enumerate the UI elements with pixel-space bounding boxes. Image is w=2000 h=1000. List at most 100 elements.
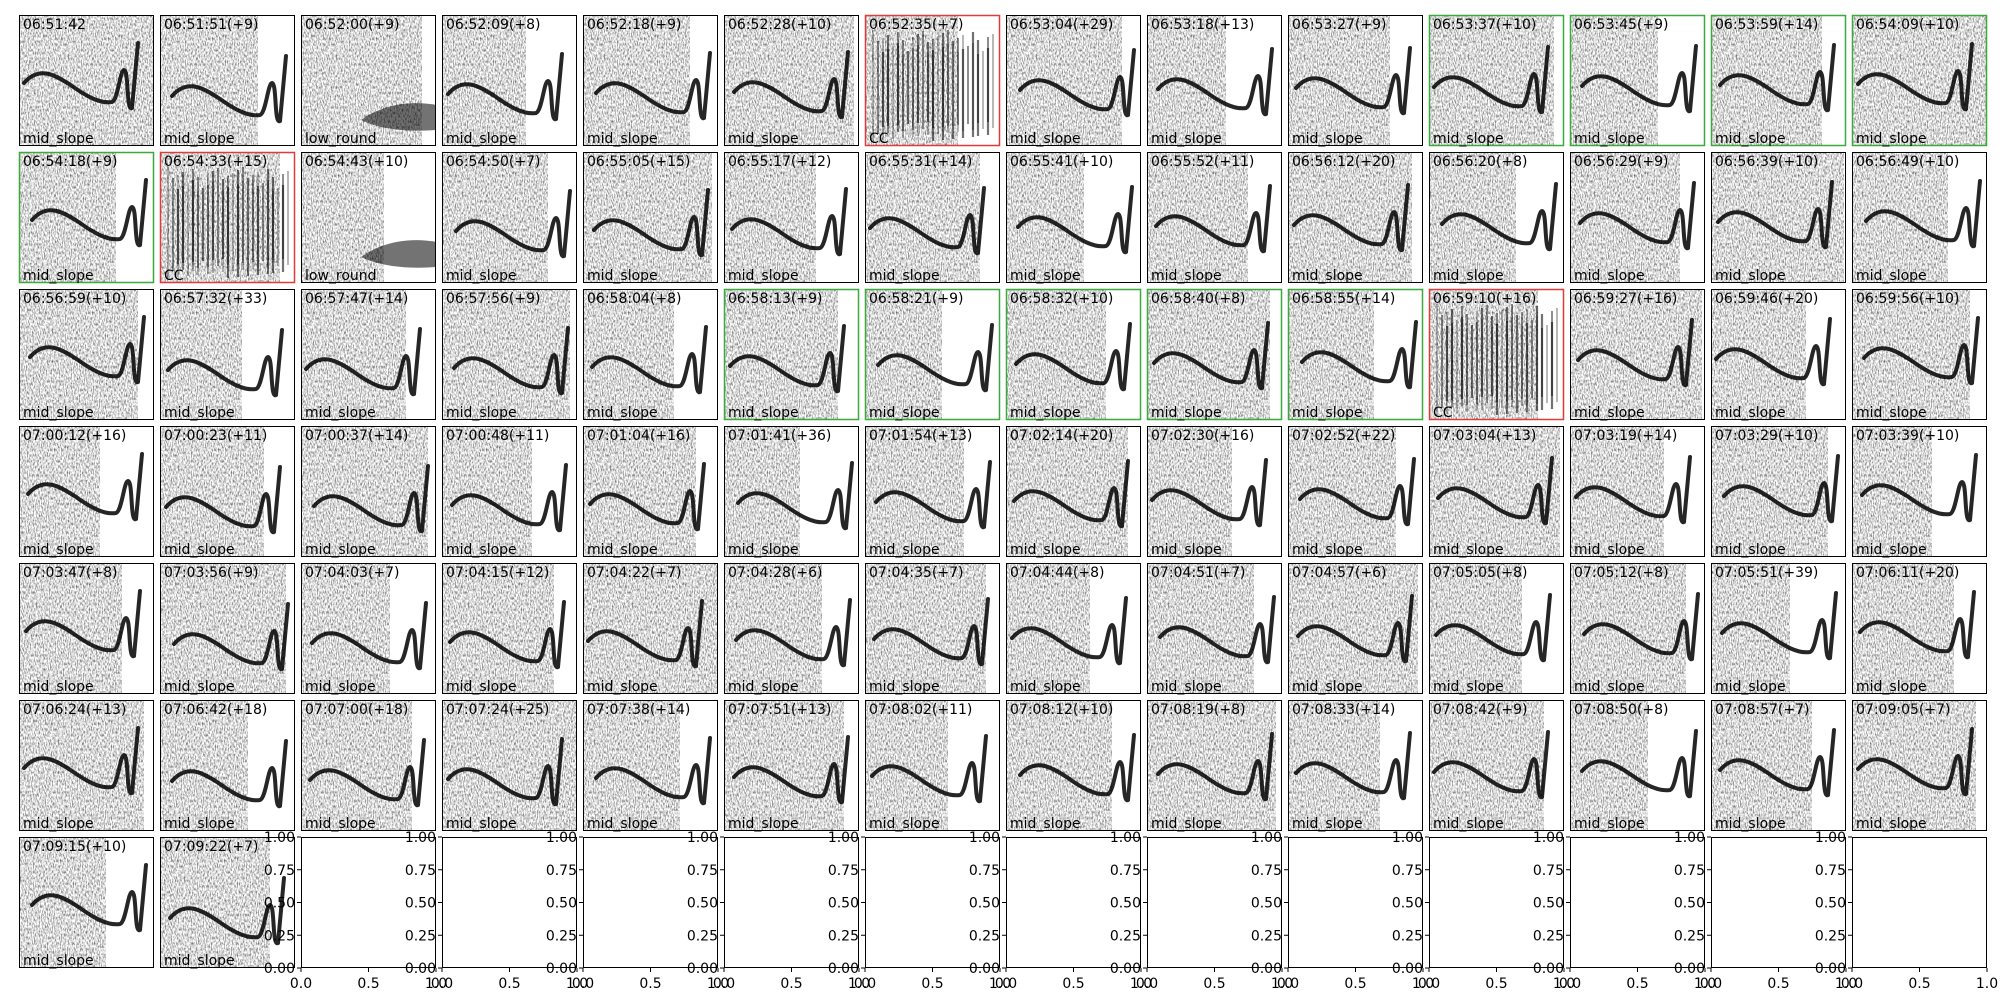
panel-time: 06:52:18(+9) [587,17,681,33]
call-trace [1294,46,1412,116]
x-tick-label: 0.0 [854,976,876,992]
call-trace [1858,590,1976,660]
y-tick-label: 0.50 [1251,896,1282,912]
panel-time: 07:08:12(+10) [1010,702,1113,718]
panel-time: 06:53:27(+9) [1292,17,1386,33]
panel-label: mid_slope [23,131,94,147]
panel-border [724,15,859,146]
spectrogram [1147,700,1276,831]
panel-label: mid_slope [587,542,658,558]
panel-time: 07:06:24(+13) [23,702,126,718]
call-trace [734,598,852,668]
spectrogram-panel: 06:53:04(+29) mid_slope [1006,15,1141,147]
spectrogram [19,700,144,831]
spectrogram-panel: 07:04:03(+7) mid_slope [301,563,436,695]
panel-border [1852,426,1987,557]
axes-frame [1147,837,1282,968]
spectrogram [1570,15,1698,146]
panel-border [19,837,154,968]
panel-border [1429,700,1564,831]
panel-label: mid_slope [1856,542,1927,558]
spectrogram-panel: 06:56:59(+10) mid_slope [19,289,154,421]
spectrogram-panel: 07:05:05(+8) mid_slope [1429,563,1564,695]
panel-border [724,426,859,557]
panel-time: 07:08:02(+11) [869,702,972,718]
spectrogram [442,563,566,694]
panel-time: 06:55:31(+14) [869,154,972,170]
panel-label: mid_slope [1433,131,1504,147]
spectrogram [1288,426,1416,557]
call-trace [1300,320,1418,390]
empty-axes: 0.00 0.25 0.50 0.75 1.00 0.0 0.5 1.0 [1392,830,1575,992]
y-tick-label: 0.25 [969,928,1000,944]
panel-border [1429,152,1564,283]
call-trace [1432,45,1550,115]
call-trace [1296,594,1414,664]
call-trace [312,464,430,534]
y-tick-label: 0.50 [1533,896,1564,912]
call-trace [1862,316,1980,386]
spectrogram [1711,152,1844,283]
panel-border [1287,288,1424,421]
panel-time: 07:03:47(+8) [23,565,117,581]
axes-frame [1711,837,1846,968]
spectrogram-panel: 07:03:04(+13) mid_slope [1429,426,1564,558]
y-tick-label: 1.00 [1533,830,1564,846]
panel-time: 06:58:13(+9) [728,291,822,307]
panel-label: mid_slope [728,542,799,558]
spectrogram-panel: 06:56:12(+20) mid_slope [1288,152,1423,284]
panel-label: mid_slope [1856,816,1927,832]
spectrogram-panel: 06:53:18(+13) mid_slope [1147,15,1282,147]
panel-time: 06:56:39(+10) [1715,154,1818,170]
spectrogram [1288,289,1418,420]
spectrogram [1711,426,1840,557]
x-tick-label: 0.0 [572,976,594,992]
spectrogram [1429,700,1550,831]
panel-label: mid_slope [1715,816,1786,832]
spectrogram [1006,289,1132,420]
spectrogram-panel: 07:03:29(+10) mid_slope [1711,426,1846,558]
spectrogram [1852,15,1986,146]
x-tick-label: 0.5 [921,976,943,992]
panel-time: 07:09:15(+10) [23,839,126,855]
spectrogram-noise [1711,289,1806,420]
call-trace [868,186,986,256]
spectrogram-noise [19,289,138,420]
spectrogram [160,426,282,557]
panel-label: mid_slope [1856,405,1927,421]
panel-time: 06:53:45(+9) [1574,17,1668,33]
panel-border [724,152,859,283]
spectrogram-panel: 07:06:42(+18) mid_slope [160,700,295,832]
call-trace [450,463,568,533]
y-tick-label: 0.25 [828,928,859,944]
spectrogram [19,563,142,694]
spectrogram-panel: 07:09:15(+10) mid_slope [19,837,154,969]
x-tick-label: 0.5 [1767,976,1789,992]
spectrogram [160,700,288,831]
spectrogram-panel: 07:02:52(+22) mid_slope [1288,426,1423,558]
panel-label: mid_slope [1433,679,1504,695]
spectrogram [724,700,850,831]
spectrogram [301,15,436,146]
panel-border [1006,563,1141,694]
spectrogram-panel: 06:52:09(+8) mid_slope [442,15,577,147]
x-tick-label: 0.5 [639,976,661,992]
axes-frame [1288,837,1423,968]
panel-border [1006,15,1141,146]
spectrogram [865,426,992,557]
panel-border [442,563,577,694]
panel-label: mid_slope [1292,679,1363,695]
panel-time: 07:04:03(+7) [305,565,399,581]
spectrogram-panel: 06:53:59(+14) mid_slope [1710,14,1847,147]
spectrogram [1147,15,1274,146]
panel-border [301,426,436,557]
spectrogram-panel: 07:08:57(+7) mid_slope [1711,700,1846,832]
spectrogram-noise [865,563,986,694]
panel-label: mid_slope [587,816,658,832]
spectrogram [583,426,706,557]
panel-time: 06:59:10(+16) [1433,291,1536,307]
spectrogram-panel: 06:58:21(+9) mid_slope [864,288,1001,421]
panel-label: mid_slope [164,679,235,695]
spectrogram [1852,563,1976,694]
spectrogram-panel: 07:07:38(+14) mid_slope [583,700,718,832]
